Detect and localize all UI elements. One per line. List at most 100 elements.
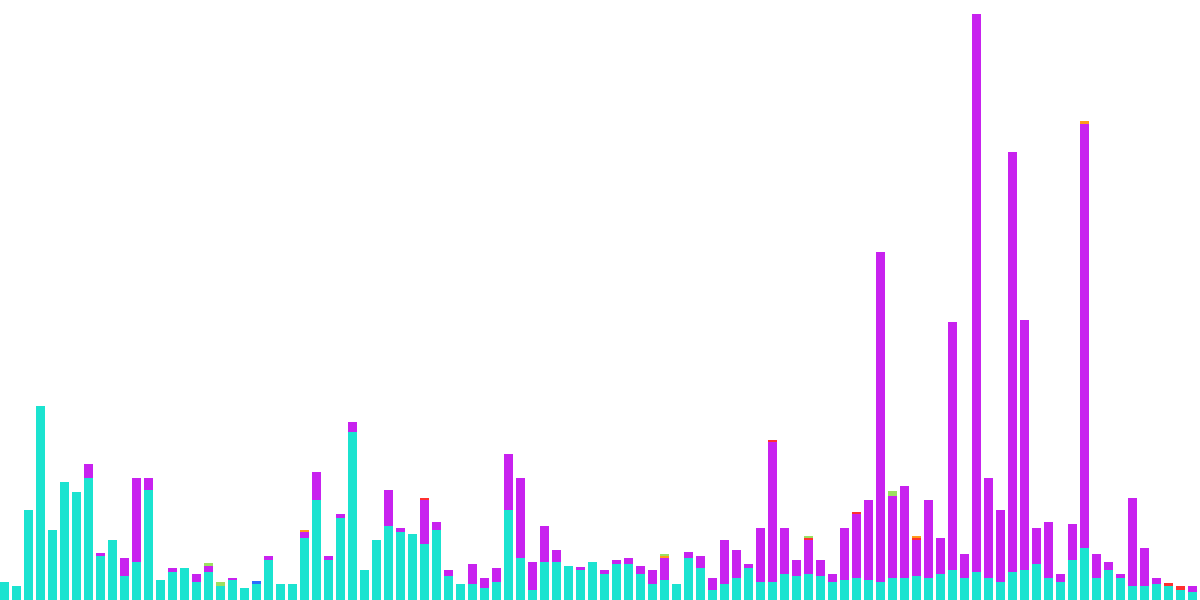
bar bbox=[480, 578, 489, 600]
bar bbox=[192, 574, 201, 600]
bar bbox=[468, 564, 477, 600]
bar-segment-green bbox=[804, 536, 813, 538]
bar-segment-magenta bbox=[144, 478, 153, 490]
bar-segment-cyan bbox=[312, 500, 321, 600]
bar-segment-cyan bbox=[384, 526, 393, 600]
bar bbox=[768, 440, 777, 600]
bar-segment-cyan bbox=[852, 578, 861, 600]
bar bbox=[240, 588, 249, 600]
bar-segment-magenta bbox=[636, 566, 645, 574]
bar-segment-cyan bbox=[324, 560, 333, 600]
bar-segment-cyan bbox=[216, 586, 225, 600]
bar-segment-magenta bbox=[192, 574, 201, 582]
bar-segment-cyan bbox=[96, 556, 105, 600]
bar-segment-cyan bbox=[756, 582, 765, 600]
bar bbox=[144, 478, 153, 600]
bar-segment-cyan bbox=[1152, 584, 1161, 600]
bar bbox=[396, 528, 405, 600]
bar bbox=[708, 578, 717, 600]
bar bbox=[324, 556, 333, 600]
bar-segment-cyan bbox=[1116, 578, 1125, 600]
bar-segment-magenta bbox=[132, 478, 141, 562]
bar-segment-magenta bbox=[924, 500, 933, 578]
bar-segment-cyan bbox=[804, 574, 813, 600]
bar bbox=[120, 558, 129, 600]
bar-segment-magenta bbox=[780, 528, 789, 574]
bar-segment-cyan bbox=[624, 564, 633, 600]
bar bbox=[1092, 554, 1101, 600]
bar-segment-cyan bbox=[732, 578, 741, 600]
bar-segment-magenta bbox=[1032, 528, 1041, 564]
bar bbox=[720, 540, 729, 600]
bar-segment-magenta bbox=[264, 556, 273, 560]
bar bbox=[984, 478, 993, 600]
bar-segment-magenta bbox=[888, 496, 897, 578]
bar-segment-magenta bbox=[1140, 548, 1149, 586]
bar bbox=[252, 581, 261, 600]
bar-segment-magenta bbox=[684, 552, 693, 558]
bar-segment-cyan bbox=[972, 572, 981, 600]
bar bbox=[816, 560, 825, 600]
bar-segment-cyan bbox=[780, 574, 789, 600]
bar-segment-magenta bbox=[1116, 574, 1125, 578]
bar bbox=[696, 556, 705, 600]
bar-segment-magenta bbox=[996, 510, 1005, 582]
bar-segment-magenta bbox=[528, 562, 537, 590]
bar-segment-cyan bbox=[480, 588, 489, 600]
bar-segment-cyan bbox=[180, 568, 189, 600]
bar-segment-magenta bbox=[1020, 320, 1029, 570]
bar bbox=[780, 528, 789, 600]
bar-segment-magenta bbox=[1188, 586, 1197, 592]
bar bbox=[12, 586, 21, 600]
bar bbox=[888, 491, 897, 600]
bar bbox=[576, 567, 585, 600]
bar-segment-cyan bbox=[12, 586, 21, 600]
bar bbox=[1008, 152, 1017, 600]
bar-segment-cyan bbox=[888, 578, 897, 600]
bar bbox=[504, 454, 513, 600]
bar-segment-magenta bbox=[708, 578, 717, 590]
bar-segment-green bbox=[204, 563, 213, 566]
bar bbox=[648, 570, 657, 600]
bar bbox=[372, 540, 381, 600]
bar bbox=[228, 578, 237, 600]
bar-segment-magenta bbox=[1152, 578, 1161, 584]
bar-segment-magenta bbox=[648, 570, 657, 584]
bar-segment-red bbox=[1164, 583, 1173, 586]
bar-segment-magenta bbox=[1008, 152, 1017, 572]
bar-segment-magenta bbox=[396, 528, 405, 532]
bar bbox=[756, 528, 765, 600]
bar-segment-magenta bbox=[840, 528, 849, 580]
bar bbox=[1020, 320, 1029, 600]
bar-segment-cyan bbox=[708, 590, 717, 600]
bar-segment-magenta bbox=[756, 528, 765, 582]
bar-segment-magenta bbox=[480, 578, 489, 588]
bar-segment-magenta bbox=[204, 566, 213, 572]
bar-segment-magenta bbox=[1080, 124, 1089, 548]
bar bbox=[204, 563, 213, 600]
bar-segment-cyan bbox=[636, 574, 645, 600]
bar-segment-cyan bbox=[540, 562, 549, 600]
bar-segment-red bbox=[804, 538, 813, 540]
bar-segment-magenta bbox=[912, 540, 921, 576]
bar bbox=[288, 584, 297, 600]
bar bbox=[432, 522, 441, 600]
bar-segment-cyan bbox=[372, 540, 381, 600]
bar bbox=[360, 570, 369, 600]
bar bbox=[420, 498, 429, 600]
bar-segment-magenta bbox=[168, 568, 177, 572]
bar bbox=[588, 562, 597, 600]
bar-segment-cyan bbox=[900, 578, 909, 600]
bar-segment-red bbox=[912, 538, 921, 540]
bar bbox=[276, 584, 285, 600]
bar bbox=[852, 512, 861, 600]
bar bbox=[312, 472, 321, 600]
bar bbox=[1164, 583, 1173, 600]
bar-segment-cyan bbox=[720, 584, 729, 600]
bar-segment-cyan bbox=[120, 576, 129, 600]
bar-segment-magenta bbox=[972, 14, 981, 572]
bar bbox=[1104, 562, 1113, 600]
bar-segment-cyan bbox=[876, 582, 885, 600]
bar bbox=[612, 560, 621, 600]
bar bbox=[300, 530, 309, 600]
